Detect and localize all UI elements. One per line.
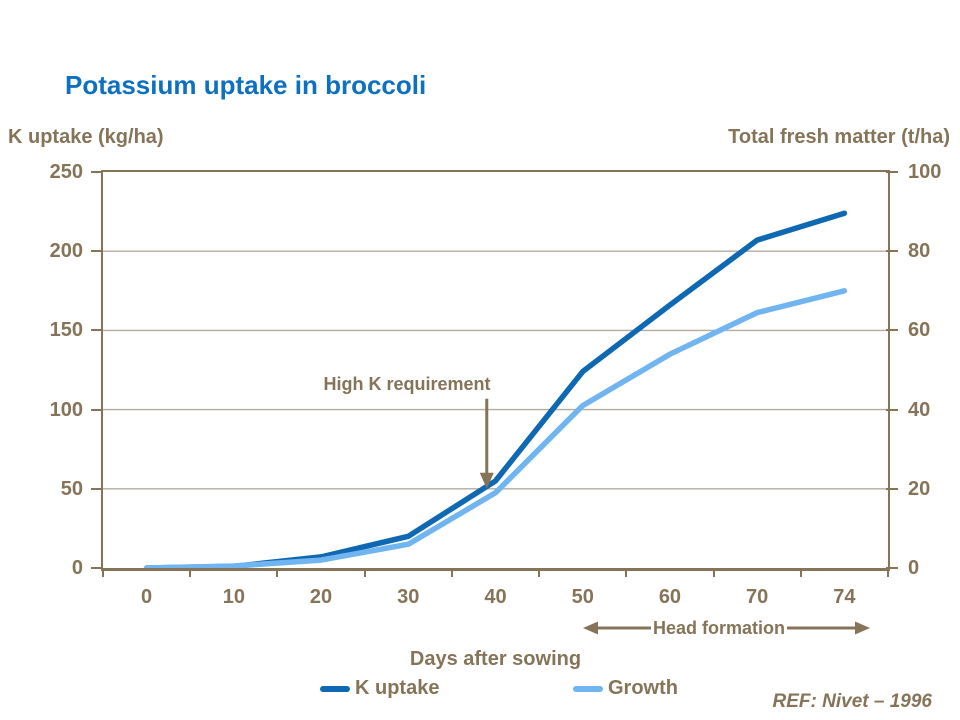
left-axis-tick-label: 200	[49, 240, 83, 263]
x-axis-tickmark	[538, 569, 541, 577]
x-axis-tick-label: 60	[658, 586, 682, 608]
head-formation-label: Head formation	[653, 617, 786, 638]
page-title: Potassium uptake in broccoli	[65, 70, 427, 100]
x-axis-tickmark	[625, 569, 628, 577]
right-axis-tick-label: 20	[908, 477, 931, 500]
legend-label-k-uptake: K uptake	[355, 677, 440, 699]
legend-item-k-uptake: K uptake	[320, 677, 439, 700]
x-axis-tickmark	[887, 569, 889, 577]
left-axis-tick-label: 100	[49, 398, 83, 421]
x-axis-tickmark	[276, 569, 279, 577]
left-axis-tickmark	[91, 171, 103, 173]
left-axis-tickmark	[91, 408, 103, 411]
x-axis-tickmark	[450, 569, 453, 577]
left-arrow-icon	[583, 621, 651, 635]
growth-line-swatch-icon	[573, 685, 603, 692]
x-axis-tickmark	[799, 569, 802, 577]
left-axis-tick-label: 250	[49, 161, 83, 183]
high-k-annotation-label: High K requirement	[323, 374, 491, 394]
right-axis-title: Total fresh matter (t/ha)	[728, 126, 950, 148]
x-axis-tick-label: 0	[141, 586, 153, 608]
right-axis-tick-label: 0	[908, 557, 920, 579]
x-axis-tick-label: 30	[397, 586, 420, 608]
left-axis-tick-label: 0	[71, 557, 83, 579]
right-axis-tick-label: 40	[908, 398, 931, 421]
left-axis-title: K uptake (kg/ha)	[8, 126, 164, 148]
x-axis-tick-label: 10	[222, 586, 245, 608]
x-axis-tick-label: 74	[833, 586, 856, 608]
right-axis-tick-label: 100	[908, 161, 942, 183]
left-axis-tick-label: 50	[60, 477, 83, 500]
right-axis-tickmark	[886, 329, 898, 332]
x-axis-tick-label: 40	[484, 586, 507, 608]
right-arrow-icon	[787, 621, 871, 635]
left-axis-tickmark	[91, 487, 103, 490]
x-axis-tickmark	[189, 569, 192, 577]
chart-canvas	[103, 210, 888, 568]
left-axis-tickmark	[91, 567, 103, 569]
legend-item-growth: Growth	[573, 677, 678, 700]
head-formation-annotation: Head formation	[583, 617, 888, 639]
left-axis-tick-label: 150	[49, 319, 83, 342]
reference-text: REF: Nivet – 1996	[772, 691, 932, 712]
plot-area	[101, 170, 890, 571]
left-axis-tickmark	[91, 329, 103, 332]
x-axis-tickmark	[712, 569, 715, 577]
x-axis-tick-label: 50	[571, 586, 594, 608]
x-axis-tick-label: 20	[309, 586, 333, 608]
left-axis-tickmark	[91, 250, 103, 253]
right-axis-tickmark	[886, 487, 898, 490]
right-axis-tick-label: 60	[908, 319, 931, 342]
x-axis-tick-label: 70	[746, 586, 769, 608]
k-uptake-line-swatch-icon	[320, 685, 350, 692]
right-axis-tick-label: 80	[908, 240, 931, 263]
right-axis-tickmark	[886, 408, 898, 411]
right-axis-tickmark	[886, 567, 898, 569]
right-axis-tickmark	[886, 171, 898, 173]
legend-label-growth: Growth	[608, 677, 678, 699]
x-axis-tickmark	[102, 569, 104, 577]
x-axis-tickmark	[363, 569, 366, 577]
right-axis-tickmark	[886, 250, 898, 253]
x-axis-title: Days after sowing	[409, 648, 582, 670]
